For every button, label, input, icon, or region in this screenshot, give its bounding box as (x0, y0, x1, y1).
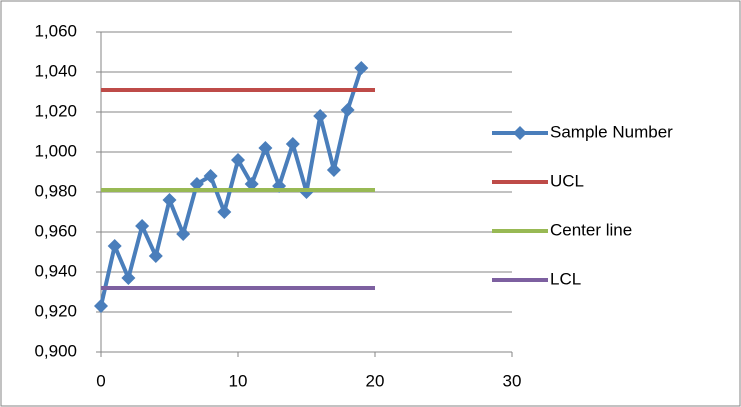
y-tick-label: 0,900 (34, 341, 77, 360)
y-tick-label: 0,960 (34, 221, 77, 240)
data-point (313, 109, 328, 123)
data-point (354, 61, 369, 75)
data-point (258, 141, 273, 155)
y-tick-label: 1,040 (34, 61, 77, 80)
data-point (121, 271, 136, 285)
series-line (99, 67, 364, 307)
legend-label: LCL (550, 269, 581, 288)
x-tick-label: 30 (503, 371, 522, 390)
data-point (148, 249, 163, 263)
legend-label: Sample Number (550, 122, 673, 141)
data-point (203, 169, 218, 183)
data-point (176, 227, 191, 241)
legend-label: UCL (550, 171, 584, 190)
y-tick-label: 1,020 (34, 101, 77, 120)
y-tick-label: 0,980 (34, 181, 77, 200)
data-point (94, 299, 108, 313)
data-point (135, 219, 150, 233)
x-tick-label: 10 (229, 371, 248, 390)
data-point (326, 163, 341, 177)
y-tick-label: 0,940 (34, 261, 77, 280)
data-point (217, 205, 232, 219)
y-tick-label: 1,000 (34, 141, 77, 160)
data-point (244, 177, 259, 191)
data-point (285, 137, 300, 151)
data-point (340, 103, 355, 117)
legend-marker (513, 126, 527, 140)
data-point (231, 153, 245, 167)
y-tick-label: 0,920 (34, 301, 77, 320)
data-point (107, 239, 122, 253)
x-tick-label: 20 (366, 371, 385, 390)
x-tick-label: 0 (96, 371, 105, 390)
y-tick-label: 1,060 (34, 21, 77, 40)
data-point (189, 177, 204, 191)
data-point (162, 193, 177, 207)
legend-label: Center line (550, 220, 632, 239)
